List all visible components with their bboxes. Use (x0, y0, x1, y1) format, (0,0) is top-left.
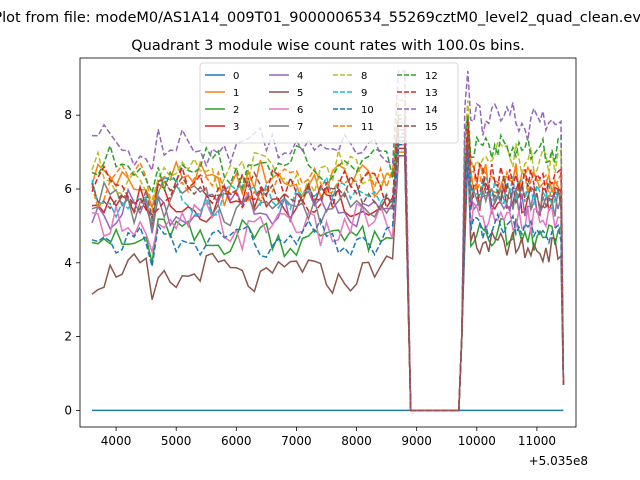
series-line-9 (91, 121, 565, 412)
series-line-4 (91, 129, 565, 412)
series-line-2 (91, 140, 565, 412)
legend-label-7: 7 (297, 122, 303, 133)
x-tick-label: 7000 (281, 434, 312, 448)
legend-label-3: 3 (233, 122, 239, 133)
y-tick-label: 0 (64, 403, 72, 417)
series-line-6 (91, 143, 565, 412)
axes-frame (79, 57, 577, 428)
y-tick-label: 6 (64, 182, 72, 196)
x-offset-label: +5.035e8 (529, 454, 588, 468)
figure-suptitle: Plot from file: modeM0/AS1A14_009T01_900… (0, 10, 640, 26)
legend-label-15: 15 (425, 122, 438, 133)
legend-label-6: 6 (297, 105, 303, 116)
plot-area (91, 70, 565, 412)
x-tick-label: 9000 (401, 434, 432, 448)
x-tick-label: 6000 (221, 434, 252, 448)
legend-label-11: 11 (361, 122, 374, 133)
series-line-12 (91, 114, 565, 412)
series-line-5 (91, 155, 565, 412)
legend-label-4: 4 (297, 71, 303, 82)
y-tick-label: 8 (64, 108, 72, 122)
x-tick-label: 8000 (341, 434, 372, 448)
x-tick-label: 11000 (518, 434, 556, 448)
series-line-10 (91, 143, 565, 412)
x-tick-label: 5000 (161, 434, 192, 448)
legend-label-12: 12 (425, 71, 438, 82)
x-axis: 4000 5000 6000 7000 8000 9000 10000 11000 (101, 427, 556, 448)
y-tick-label: 4 (64, 256, 72, 270)
legend-label-10: 10 (361, 105, 374, 116)
legend-label-0: 0 (233, 71, 239, 82)
series-line-8 (91, 99, 565, 412)
legend-label-9: 9 (361, 88, 367, 99)
x-tick-label: 10000 (458, 434, 496, 448)
series-line-14 (91, 70, 565, 412)
legend-label-2: 2 (233, 105, 239, 116)
legend-box (199, 62, 459, 144)
legend-label-5: 5 (297, 88, 303, 99)
legend-label-14: 14 (425, 105, 438, 116)
chart-title: Quadrant 3 module wise count rates with … (131, 38, 525, 54)
series-line-15 (91, 132, 565, 412)
series-line-13 (91, 118, 565, 412)
legend-label-8: 8 (361, 71, 367, 82)
legend-label-1: 1 (233, 88, 239, 99)
x-tick-label: 4000 (101, 434, 132, 448)
y-tick-label: 2 (64, 330, 72, 344)
y-axis: 0 2 4 6 8 (64, 108, 80, 417)
legend-label-13: 13 (425, 88, 438, 99)
